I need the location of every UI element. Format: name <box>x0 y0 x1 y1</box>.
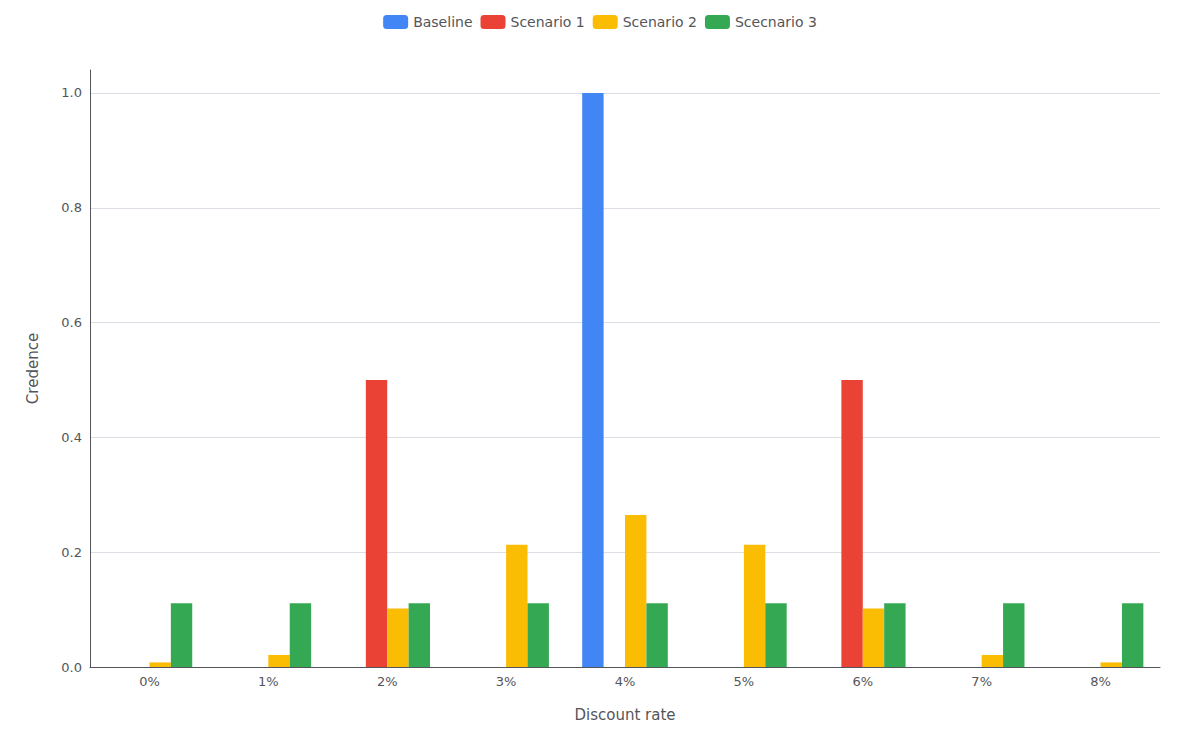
svg-text:Discount rate: Discount rate <box>574 706 675 724</box>
svg-text:4%: 4% <box>615 674 636 689</box>
svg-text:0%: 0% <box>139 674 160 689</box>
svg-text:1.0: 1.0 <box>61 85 82 100</box>
svg-text:8%: 8% <box>1090 674 1111 689</box>
svg-text:2%: 2% <box>377 674 398 689</box>
svg-text:5%: 5% <box>734 674 755 689</box>
svg-text:0.6: 0.6 <box>61 315 82 330</box>
svg-text:7%: 7% <box>971 674 992 689</box>
svg-text:0.4: 0.4 <box>61 430 82 445</box>
svg-text:Baseline: Baseline <box>413 14 472 30</box>
svg-text:0.2: 0.2 <box>61 545 82 560</box>
svg-text:3%: 3% <box>496 674 517 689</box>
svg-text:1%: 1% <box>258 674 279 689</box>
svg-text:Credence: Credence <box>24 333 42 404</box>
svg-text:0.8: 0.8 <box>61 200 82 215</box>
svg-text:Scenario 1: Scenario 1 <box>511 14 585 30</box>
svg-text:Scenario 2: Scenario 2 <box>623 14 697 30</box>
svg-text:Scecnario 3: Scecnario 3 <box>735 14 817 30</box>
svg-text:6%: 6% <box>852 674 873 689</box>
svg-text:0.0: 0.0 <box>61 660 82 675</box>
